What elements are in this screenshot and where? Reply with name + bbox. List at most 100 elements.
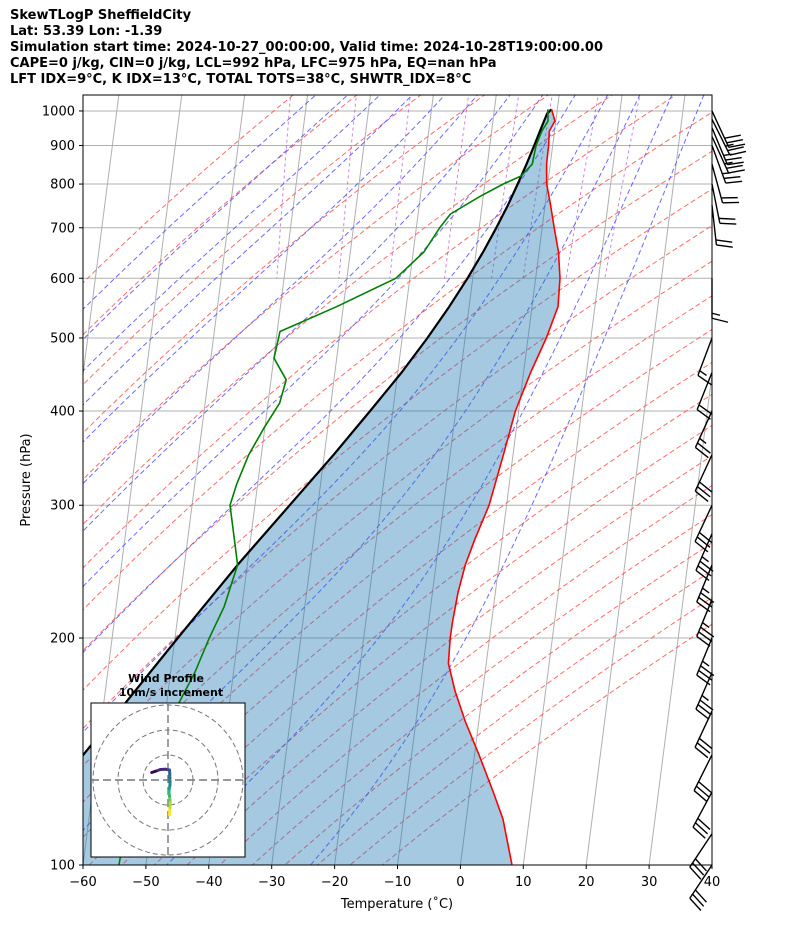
wind-barb [711,136,745,174]
x-axis-label: Temperature (˚C) [340,896,453,912]
wind-barb-half-feather [725,143,734,147]
wind-barb-feather [692,826,706,839]
y-tick-label: 700 [50,221,75,236]
wind-barb-feather [698,781,712,793]
isotherm-line [522,95,623,865]
dry-adiabat [83,95,613,526]
moist-adiabat [83,95,609,733]
wind-barb-shaft [694,454,713,492]
moist-adiabat [83,95,576,654]
dry-adiabat [316,570,712,865]
x-tick-label: 0 [456,875,464,890]
hodograph-subtitle: 10m/s increment [119,686,223,699]
dry-adiabat [83,150,712,652]
wind-barb-feather [696,635,711,647]
wind-barb-feather [694,889,707,903]
wind-barb-feather [699,560,714,572]
wind-barb-half-feather [701,694,709,702]
dry-adiabat [83,95,358,336]
y-tick-label: 600 [50,272,75,287]
wind-barb-feather [694,746,709,759]
wind-barb-feather [695,446,709,459]
wind-barb-feather [697,374,712,386]
moist-adiabat [83,95,511,532]
wind-barb-shaft [696,564,713,603]
title-cape-indices: CAPE=0 j/kg, CIN=0 j/kg, LCL=992 hPa, LF… [10,56,497,71]
wind-barb-feather [698,404,713,416]
dry-adiabat [349,597,712,865]
wind-barb-feather [728,143,746,148]
isotherm-line [711,861,712,865]
moist-adiabat [83,95,641,832]
x-tick-label: 30 [641,875,658,890]
wind-barb-shaft [694,710,713,748]
wind-barb [711,183,737,225]
x-tick-label: 40 [704,875,721,890]
x-tick-label: −50 [132,875,159,890]
y-tick-label: 300 [50,499,75,514]
wind-barb-feather [697,704,712,716]
temperature-line [447,109,561,865]
x-tick-label: −60 [69,875,96,890]
isotherm-line [459,95,560,865]
moist-adiabat [310,95,705,865]
wind-barb [693,754,713,802]
title-station: SkewTLogP SheffieldCity [10,8,192,23]
wind-barb-shaft [711,183,721,224]
wind-barb-half-feather [699,370,707,376]
wind-barb [692,791,713,839]
wind-barb-feather [689,866,702,880]
title-times: Simulation start time: 2024-10-27_00:00:… [10,40,603,55]
wind-barb-feather [727,161,744,166]
wind-barb-shaft [694,504,713,542]
title-location: Lat: 53.39 Lon: -1.39 [10,24,163,39]
dry-adiabat-lines [83,95,712,865]
wind-barb [694,504,713,553]
isotherm-line [83,95,120,379]
wind-barb [696,637,715,686]
cape-shading [83,109,560,865]
moist-adiabat-lines [83,95,705,865]
wind-barb-feather [698,631,713,643]
wind-barb-feather [696,485,711,498]
title-stability-indices: LFT IDX=9°C, K IDX=13°C, TOTAL TOTS=38°C… [10,72,472,87]
wind-barb-feather [694,490,709,502]
hodograph-trace-segment [150,769,157,774]
wind-barb-shaft [696,637,713,676]
pressure-grid [83,110,712,865]
hodograph-title: Wind Profile [128,672,204,685]
y-tick-label: 900 [50,139,75,154]
wind-barb-feather [697,817,711,830]
wind-barb-shaft [711,127,729,165]
cape-cin-area [83,109,560,865]
wind-barb-feather [716,244,733,248]
wind-barb-feather [693,790,708,802]
wind-barb-half-feather [711,312,721,316]
wind-barb-feather [726,138,744,144]
wind-barb-feather [698,481,713,493]
dry-adiabat [381,623,712,865]
wind-barb-shaft [689,833,713,868]
wind-barb-feather [696,536,711,548]
x-tick-label: 10 [515,875,532,890]
wind-barb-feather [695,785,710,798]
wind-barb-half-feather [723,153,732,157]
wind-barb-shaft [694,410,713,448]
wind-barb-shaft [711,145,727,184]
x-tick-label: −40 [195,875,222,890]
wind-barb-feather [726,164,743,170]
wind-barb [711,278,729,323]
wind-barb [689,864,713,911]
wind-barb-feather [698,737,713,750]
wind-barb-feather [728,169,745,174]
wind-barb-half-feather [699,437,707,445]
wind-barb [711,127,744,166]
mixing-ratio-line [604,95,641,279]
wind-barb-feather [715,239,733,243]
wind-barb [711,164,740,204]
wind-barb-shaft [695,533,713,571]
wind-barb-feather [695,708,710,720]
moist-adiabat [83,95,381,372]
y-axis-label: Pressure (hPa) [19,433,34,526]
wind-barb-shaft [692,791,713,828]
